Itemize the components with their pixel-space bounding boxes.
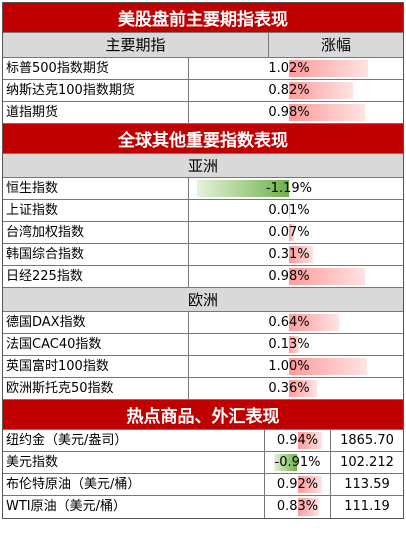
price-value: 111.19 bbox=[344, 499, 390, 514]
row-name: 英国富时100指数 bbox=[3, 356, 189, 377]
row-name: 法国CAC40指数 bbox=[3, 334, 189, 355]
change-cell: 0.94% bbox=[265, 430, 331, 451]
europe-subheader: 欧洲 bbox=[3, 288, 403, 312]
change-value: 0.64% bbox=[268, 315, 310, 330]
positive-databar bbox=[289, 314, 339, 331]
table-row: 上证指数 0.01% bbox=[3, 200, 403, 222]
change-value: 1.02% bbox=[268, 61, 310, 76]
change-value: 0.31% bbox=[268, 247, 310, 262]
row-name: 道指期货 bbox=[3, 102, 189, 123]
change-value: -1.19% bbox=[266, 181, 312, 196]
positive-databar bbox=[289, 82, 353, 99]
row-name: 恒生指数 bbox=[3, 178, 189, 199]
global-banner: 全球其他重要指数表现 bbox=[3, 124, 403, 154]
positive-databar bbox=[298, 432, 322, 449]
change-cell: 0.13% bbox=[189, 334, 389, 355]
positive-databar bbox=[298, 476, 322, 493]
row-name: 美元指数 bbox=[3, 452, 265, 473]
change-cell: 1.00% bbox=[189, 356, 389, 377]
table-row: 英国富时100指数 1.00% bbox=[3, 356, 403, 378]
table-row: 道指期货 0.98% bbox=[3, 102, 403, 124]
change-value: 0.01% bbox=[268, 203, 310, 218]
change-cell: 0.31% bbox=[189, 244, 389, 265]
positive-databar bbox=[289, 336, 299, 353]
commodities-banner: 热点商品、外汇表现 bbox=[3, 400, 403, 430]
change-value: 0.07% bbox=[268, 225, 310, 240]
row-name: WTI原油（美元/桶） bbox=[3, 496, 265, 518]
change-cell: 1.02% bbox=[189, 58, 389, 79]
change-value: 0.13% bbox=[268, 337, 310, 352]
market-table: 美股盘前主要期指表现 主要期指 涨幅 标普500指数期货 1.02% 纳斯达克100… bbox=[2, 2, 404, 519]
row-name: 韩国综合指数 bbox=[3, 244, 189, 265]
positive-databar bbox=[289, 104, 365, 121]
row-name: 布伦特原油（美元/桶） bbox=[3, 474, 265, 495]
change-value: 0.82% bbox=[268, 83, 310, 98]
positive-databar bbox=[289, 246, 313, 263]
price-value: 102.212 bbox=[340, 455, 394, 470]
change-cell: 0.82% bbox=[189, 80, 389, 101]
commodities-title: 热点商品、外汇表现 bbox=[126, 407, 280, 427]
change-value: 0.94% bbox=[276, 433, 319, 448]
column-name-header: 主要期指 bbox=[3, 33, 269, 57]
table-row: 美元指数 -0.91% 102.212 bbox=[3, 452, 403, 474]
positive-databar bbox=[289, 380, 317, 397]
change-cell: 0.36% bbox=[189, 378, 389, 399]
table-row: 标普500指数期货 1.02% bbox=[3, 58, 403, 80]
us-futures-title: 美股盘前主要期指表现 bbox=[118, 10, 288, 30]
change-cell: 0.01% bbox=[189, 200, 389, 221]
table-row: 恒生指数 -1.19% bbox=[3, 178, 403, 200]
change-value: -0.91% bbox=[274, 455, 321, 470]
row-name: 纳斯达克100指数期货 bbox=[3, 80, 189, 101]
table-row: WTI原油（美元/桶） 0.83% 111.19 bbox=[3, 496, 403, 518]
price-value: 113.59 bbox=[344, 477, 390, 492]
change-value: 0.83% bbox=[276, 499, 319, 514]
positive-databar bbox=[289, 224, 294, 241]
table-row: 德国DAX指数 0.64% bbox=[3, 312, 403, 334]
change-cell: 0.07% bbox=[189, 222, 389, 243]
column-change-header: 涨幅 bbox=[320, 36, 351, 54]
change-value: 0.36% bbox=[268, 381, 310, 396]
row-name: 标普500指数期货 bbox=[3, 58, 189, 79]
asia-label: 亚洲 bbox=[187, 157, 218, 175]
negative-databar bbox=[197, 180, 289, 197]
row-name: 日经225指数 bbox=[3, 266, 189, 287]
asia-subheader: 亚洲 bbox=[3, 154, 403, 178]
change-value: 0.98% bbox=[268, 105, 310, 120]
table-row: 日经225指数 0.98% bbox=[3, 266, 403, 288]
global-title: 全球其他重要指数表现 bbox=[118, 131, 288, 151]
table-row: 纽约金（美元/盎司） 0.94% 1865.70 bbox=[3, 430, 403, 452]
us-futures-banner: 美股盘前主要期指表现 bbox=[3, 3, 403, 33]
us-futures-column-header: 主要期指 涨幅 bbox=[3, 33, 403, 58]
positive-databar bbox=[289, 202, 290, 219]
table-row: 纳斯达克100指数期货 0.82% bbox=[3, 80, 403, 102]
negative-databar bbox=[274, 454, 297, 471]
row-name: 纽约金（美元/盎司） bbox=[3, 430, 265, 451]
row-name: 上证指数 bbox=[3, 200, 189, 221]
row-name: 台湾加权指数 bbox=[3, 222, 189, 243]
positive-databar bbox=[289, 60, 368, 77]
positive-databar bbox=[298, 498, 319, 516]
europe-label: 欧洲 bbox=[187, 291, 218, 309]
change-cell: 0.64% bbox=[189, 312, 389, 333]
change-value: 1.00% bbox=[268, 359, 310, 374]
change-cell: 0.98% bbox=[189, 102, 389, 123]
table-row: 韩国综合指数 0.31% bbox=[3, 244, 403, 266]
table-row: 布伦特原油（美元/桶） 0.92% 113.59 bbox=[3, 474, 403, 496]
change-value: 0.92% bbox=[276, 477, 319, 492]
positive-databar bbox=[289, 358, 367, 375]
row-name: 欧洲斯托克50指数 bbox=[3, 378, 189, 399]
table-row: 台湾加权指数 0.07% bbox=[3, 222, 403, 244]
change-cell: 0.98% bbox=[189, 266, 389, 287]
change-cell: -1.19% bbox=[189, 178, 389, 199]
row-name: 德国DAX指数 bbox=[3, 312, 189, 333]
price-value: 1865.70 bbox=[340, 433, 394, 448]
table-row: 欧洲斯托克50指数 0.36% bbox=[3, 378, 403, 400]
change-cell: 0.83% bbox=[265, 496, 331, 518]
change-value: 0.98% bbox=[268, 269, 310, 284]
positive-databar bbox=[289, 268, 365, 285]
change-cell: -0.91% bbox=[265, 452, 331, 473]
table-row: 法国CAC40指数 0.13% bbox=[3, 334, 403, 356]
change-cell: 0.92% bbox=[265, 474, 331, 495]
